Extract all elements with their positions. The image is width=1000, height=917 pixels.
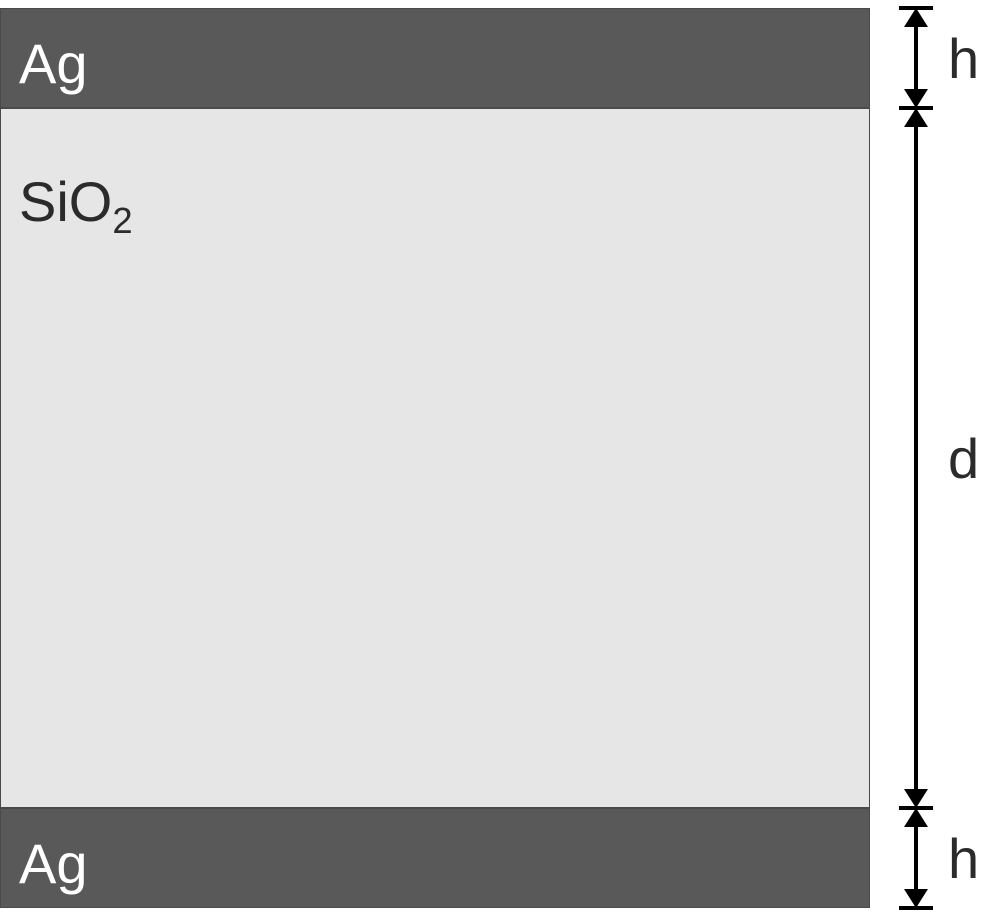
dimension-line-bot-ag	[914, 820, 918, 896]
layer-stack-diagram: Ag SiO2 Ag h d h	[0, 0, 1000, 917]
layer-label-subscript: 2	[112, 200, 132, 241]
dimension-line-mid-sio2	[914, 120, 918, 796]
dimension-arrow-up	[904, 8, 928, 27]
dimension-label-mid-sio2: d	[948, 426, 979, 491]
dimension-arrow-up	[904, 808, 928, 827]
layer-mid-sio2: SiO2	[0, 108, 870, 808]
dimension-arrow-down	[904, 889, 928, 908]
layer-label-top-ag: Ag	[19, 31, 88, 96]
layer-top-ag: Ag	[0, 8, 870, 108]
dimension-arrow-up	[904, 108, 928, 127]
dimension-label-bot-ag: h	[948, 826, 979, 891]
layer-label-bot-ag: Ag	[19, 831, 88, 896]
layer-bot-ag: Ag	[0, 808, 870, 908]
layer-label-prefix: Ag	[19, 832, 88, 895]
dimension-arrow-down	[904, 789, 928, 808]
dimension-line-top-ag	[914, 20, 918, 96]
layer-label-mid-sio2: SiO2	[19, 169, 133, 242]
dimension-label-top-ag: h	[948, 26, 979, 91]
layer-label-prefix: Ag	[19, 32, 88, 95]
dimension-arrow-down	[904, 89, 928, 108]
layer-label-prefix: SiO	[19, 170, 112, 233]
